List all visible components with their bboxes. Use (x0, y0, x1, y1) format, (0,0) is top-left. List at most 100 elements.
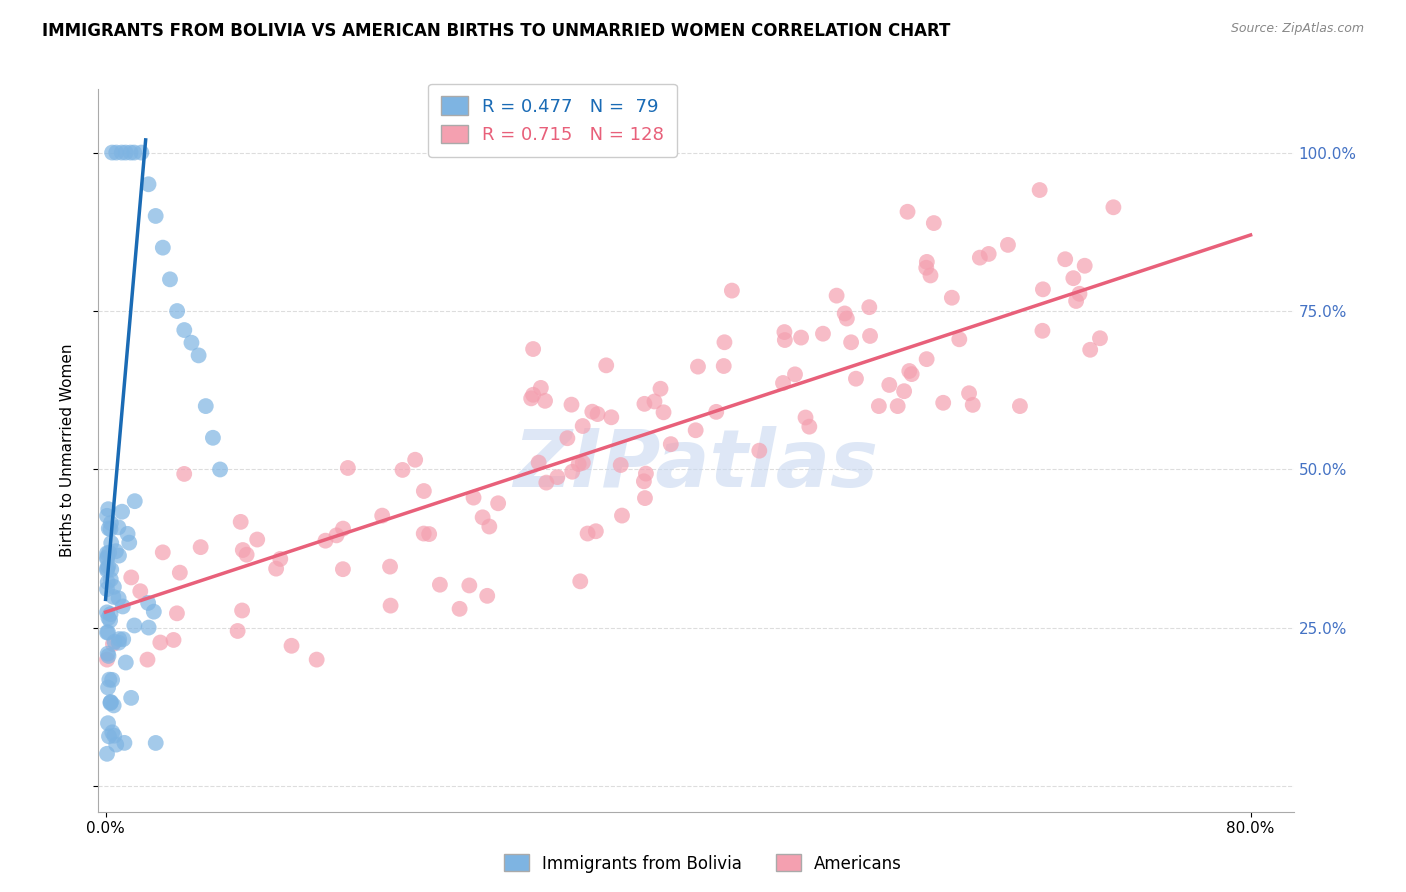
Point (568, 457, 591, 471)
Point (114, 656, 136, 670)
Point (811, 326, 834, 341)
Point (1078, 343, 1101, 357)
Point (120, 570, 142, 584)
Point (152, 545, 174, 559)
Point (1102, 200, 1125, 214)
Point (264, 561, 287, 575)
Point (108, 632, 131, 646)
Point (429, 577, 451, 591)
Point (107, 591, 129, 606)
Point (643, 394, 665, 409)
Point (98, 673, 121, 687)
Point (391, 463, 413, 477)
Point (122, 145, 145, 160)
Point (97, 521, 120, 535)
Point (325, 528, 347, 542)
Point (100, 573, 122, 587)
Y-axis label: Births to Unmarried Women: Births to Unmarried Women (60, 343, 75, 558)
Point (180, 335, 202, 350)
Point (572, 456, 595, 470)
Point (101, 145, 124, 160)
Point (124, 618, 146, 632)
Point (103, 580, 125, 594)
Point (162, 632, 184, 647)
Point (96, 552, 118, 566)
Point (534, 393, 557, 408)
Point (576, 526, 599, 541)
Point (522, 388, 544, 402)
Point (634, 491, 657, 505)
Point (1008, 399, 1031, 413)
Point (686, 359, 709, 374)
Point (103, 590, 125, 604)
Point (97, 681, 120, 695)
Point (131, 145, 153, 160)
Point (1062, 271, 1084, 285)
Point (799, 419, 821, 434)
Point (129, 584, 152, 599)
Point (149, 635, 172, 649)
Point (412, 526, 434, 541)
Point (886, 399, 908, 413)
Point (120, 690, 142, 705)
Point (893, 384, 915, 399)
Point (112, 632, 135, 647)
Point (104, 544, 127, 558)
Point (101, 725, 124, 739)
Point (569, 574, 592, 589)
Point (794, 410, 817, 425)
Point (101, 673, 124, 687)
Point (97, 575, 120, 590)
Point (868, 399, 890, 413)
Point (922, 216, 945, 230)
Point (226, 624, 249, 638)
Point (1064, 293, 1087, 308)
Point (633, 475, 655, 489)
Point (117, 527, 139, 541)
Point (713, 335, 735, 350)
Point (105, 738, 128, 752)
Point (152, 241, 174, 255)
Point (458, 578, 481, 592)
Point (96, 747, 118, 761)
Point (98, 729, 121, 743)
Point (97, 625, 120, 640)
Point (634, 467, 657, 481)
Point (896, 204, 918, 219)
Point (650, 382, 672, 396)
Point (111, 145, 134, 160)
Point (166, 304, 188, 318)
Point (96, 546, 118, 560)
Point (97, 648, 120, 663)
Point (1069, 286, 1091, 301)
Point (96, 561, 118, 575)
Point (229, 515, 252, 529)
Point (977, 247, 1000, 261)
Point (825, 288, 848, 302)
Point (97, 502, 120, 516)
Point (704, 405, 727, 419)
Point (898, 364, 921, 378)
Point (957, 386, 980, 401)
Legend: R = 0.477   N =  79, R = 0.715   N = 128: R = 0.477 N = 79, R = 0.715 N = 128 (429, 84, 676, 157)
Point (190, 540, 212, 554)
Point (783, 368, 806, 382)
Text: IMMIGRANTS FROM BOLIVIA VS AMERICAN BIRTHS TO UNMARRIED WOMEN CORRELATION CHART: IMMIGRANTS FROM BOLIVIA VS AMERICAN BIRT… (42, 22, 950, 40)
Point (790, 330, 813, 344)
Point (412, 483, 434, 498)
Point (142, 605, 165, 619)
Point (1088, 331, 1111, 345)
Point (100, 536, 122, 550)
Point (585, 524, 607, 539)
Point (536, 475, 558, 490)
Point (380, 599, 402, 613)
Point (103, 729, 125, 743)
Point (100, 516, 122, 530)
Point (915, 352, 938, 367)
Point (96, 625, 118, 640)
Point (581, 405, 603, 419)
Text: Source: ZipAtlas.com: Source: ZipAtlas.com (1230, 22, 1364, 36)
Point (138, 178, 160, 192)
Point (1032, 282, 1054, 296)
Point (96, 652, 118, 666)
